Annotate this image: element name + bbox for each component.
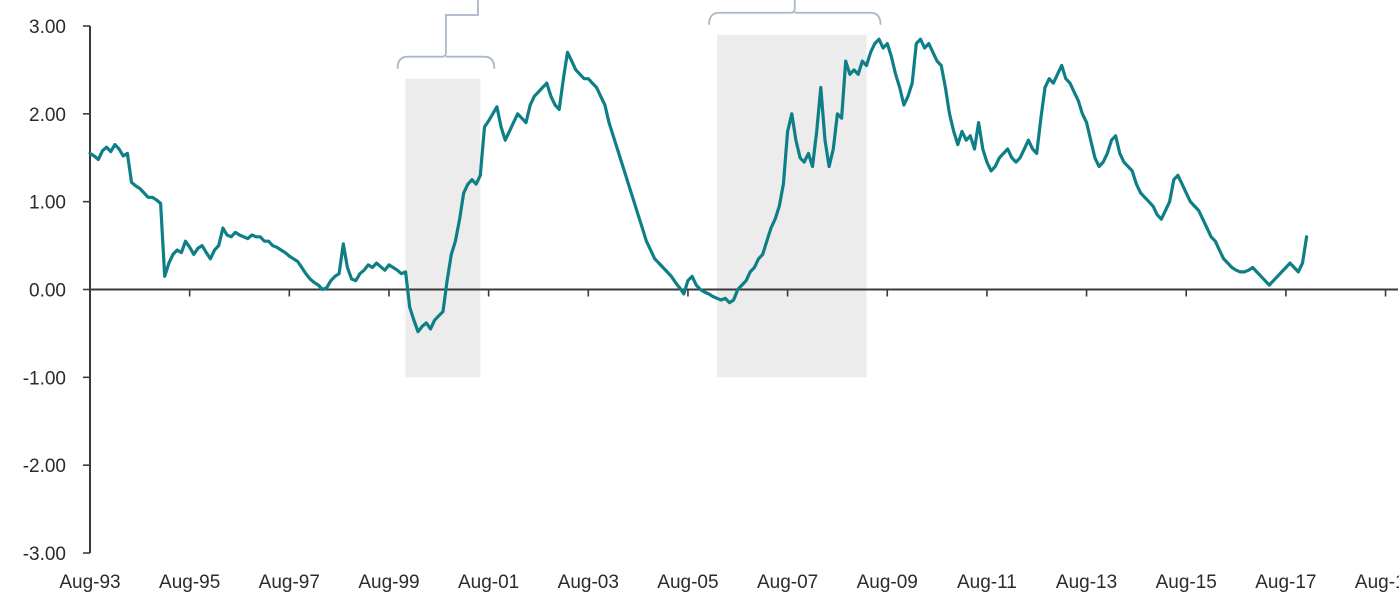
- x-tick-label: Aug-07: [757, 572, 818, 593]
- x-tick-label: Aug-15: [1156, 572, 1217, 593]
- recession-shading-layer: [405, 34, 867, 378]
- y-tick-label: -2.00: [23, 456, 66, 477]
- x-tick-label: Aug-11: [957, 572, 1017, 593]
- bracket-2: [708, 8, 882, 25]
- y-tick-label: 2.00: [29, 105, 66, 126]
- shaded-period-2: [717, 34, 867, 378]
- x-tick-label: Aug-03: [558, 572, 619, 593]
- x-tick-label: Aug-17: [1255, 572, 1316, 593]
- x-tick-labels: Aug-93 Aug-95 Aug-97 Aug-99 Aug-01 Aug-03 Aug-…: [59, 572, 1399, 593]
- y-tick-label: -1.00: [23, 368, 66, 389]
- x-tick-label: Aug-13: [1056, 572, 1117, 593]
- axes: [83, 25, 1398, 554]
- y-tick-label: 3.00: [29, 17, 66, 38]
- y-tick-label: 0.00: [29, 281, 66, 302]
- x-tick-label: Aug-09: [857, 572, 918, 593]
- series-line-1: [88, 37, 1309, 334]
- series-layer: [88, 37, 1309, 334]
- bracket-1: [396, 52, 496, 69]
- annotation-brackets: [396, 0, 882, 69]
- x-tick-label: Aug-05: [657, 572, 718, 593]
- y-tick-label: 1.00: [29, 193, 66, 214]
- x-tick-label: Aug-01: [458, 572, 519, 593]
- x-tick-label: Aug-93: [59, 572, 120, 593]
- y-tick-label: -3.00: [23, 544, 66, 565]
- x-tick-label: Aug-99: [358, 572, 419, 593]
- x-tick-label: Aug-19: [1355, 572, 1399, 593]
- y-tick-labels: 3.00 2.00 1.00 0.00 -1.00 -2.00 -3.00: [23, 17, 66, 565]
- x-tick-label: Aug-95: [159, 572, 220, 593]
- bracket-leader-1: [445, 0, 479, 53]
- x-tick-label: Aug-97: [259, 572, 320, 593]
